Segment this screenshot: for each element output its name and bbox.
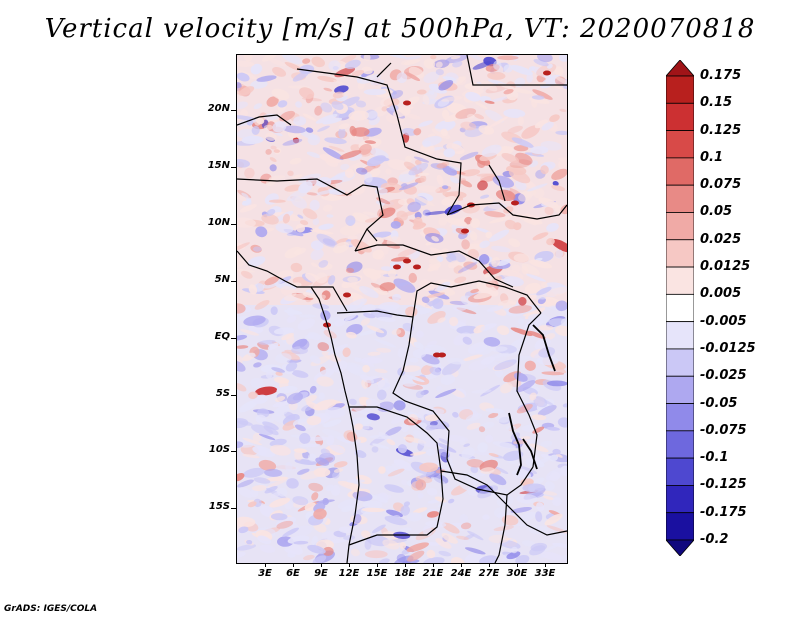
lat-label: 15N bbox=[207, 160, 230, 171]
colorbar-label: -0.0125 bbox=[700, 340, 756, 356]
colorbar-label: -0.175 bbox=[700, 504, 747, 520]
lat-label: 5S bbox=[215, 388, 230, 399]
map-panel bbox=[236, 54, 568, 564]
colorbar-bin bbox=[666, 348, 694, 377]
lon-label: 21E bbox=[422, 568, 444, 579]
lat-tick bbox=[231, 451, 236, 452]
country-borders bbox=[237, 55, 567, 563]
colorbar-bin bbox=[666, 375, 694, 404]
lat-tick bbox=[231, 110, 236, 111]
lon-tick bbox=[517, 563, 518, 567]
map-field bbox=[237, 55, 567, 563]
lat-tick bbox=[231, 338, 236, 339]
colorbar-label: -0.125 bbox=[700, 477, 747, 493]
colorbar-bin bbox=[666, 157, 694, 186]
lon-label: 27E bbox=[478, 568, 500, 579]
colorbar-label: 0.005 bbox=[700, 286, 742, 302]
grads-credit: GrADS: IGES/COLA bbox=[4, 604, 98, 614]
colorbar-label: 0.175 bbox=[700, 68, 742, 83]
colorbar-bin bbox=[666, 184, 694, 213]
colorbar-label: -0.2 bbox=[700, 532, 729, 547]
colorbar-label: 0.15 bbox=[700, 95, 733, 111]
colorbar-bin bbox=[666, 130, 694, 159]
colorbar-bin bbox=[666, 321, 694, 350]
lat-label: 10N bbox=[207, 217, 230, 228]
colorbar-label: 0.025 bbox=[700, 231, 742, 247]
colorbar-bin bbox=[666, 239, 694, 268]
lon-label: 24E bbox=[450, 568, 472, 579]
colorbar-bin bbox=[666, 102, 694, 131]
colorbar-label: -0.075 bbox=[700, 422, 747, 438]
lon-tick bbox=[265, 563, 266, 567]
colorbar-bin bbox=[666, 485, 694, 514]
lon-tick bbox=[405, 563, 406, 567]
lon-tick bbox=[461, 563, 462, 567]
lon-tick bbox=[489, 563, 490, 567]
lat-label: 20N bbox=[207, 103, 230, 114]
lat-tick bbox=[231, 395, 236, 396]
lon-label: 3E bbox=[258, 568, 272, 579]
lat-label: EQ bbox=[214, 331, 230, 342]
colorbar-label: -0.1 bbox=[700, 450, 729, 466]
colorbar-bin bbox=[666, 266, 694, 295]
lon-label: 6E bbox=[286, 568, 300, 579]
colorbar-bin bbox=[666, 403, 694, 432]
lat-tick bbox=[231, 224, 236, 225]
lat-tick bbox=[231, 167, 236, 168]
colorbar-label: 0.05 bbox=[700, 204, 733, 220]
lon-label: 18E bbox=[394, 568, 416, 579]
lat-tick bbox=[231, 508, 236, 509]
colorbar-cap-top bbox=[666, 60, 694, 77]
map-title: Vertical velocity [m/s] at 500hPa, VT: 2… bbox=[44, 14, 756, 44]
colorbar-label: 0.1 bbox=[700, 149, 724, 165]
colorbar-label: -0.005 bbox=[700, 313, 747, 329]
colorbar bbox=[666, 60, 694, 556]
colorbar-bin bbox=[666, 75, 694, 104]
colorbar-bin bbox=[666, 212, 694, 241]
colorbar-label: 0.075 bbox=[700, 177, 742, 193]
colorbar-label: -0.025 bbox=[700, 368, 747, 384]
lon-tick bbox=[349, 563, 350, 567]
lat-label: 15S bbox=[208, 501, 230, 512]
colorbar-cap-bottom bbox=[666, 539, 694, 556]
colorbar-label: -0.05 bbox=[700, 395, 738, 411]
colorbar-label: 0.0125 bbox=[700, 259, 751, 275]
lon-label: 12E bbox=[338, 568, 360, 579]
lon-tick bbox=[545, 563, 546, 567]
colorbar-bin bbox=[666, 457, 694, 486]
colorbar-bin bbox=[666, 293, 694, 323]
lon-label: 15E bbox=[366, 568, 388, 579]
lon-label: 33E bbox=[534, 568, 556, 579]
colorbar-bin bbox=[666, 512, 694, 541]
lon-label: 9E bbox=[314, 568, 328, 579]
lat-label: 10S bbox=[208, 444, 230, 455]
lon-tick bbox=[321, 563, 322, 567]
lon-tick bbox=[433, 563, 434, 567]
lat-tick bbox=[231, 281, 236, 282]
colorbar-bin bbox=[666, 430, 694, 459]
lon-label: 30E bbox=[506, 568, 528, 579]
colorbar-label: 0.125 bbox=[700, 122, 742, 138]
lon-tick bbox=[377, 563, 378, 567]
lon-tick bbox=[293, 563, 294, 567]
lat-label: 5N bbox=[214, 274, 230, 285]
